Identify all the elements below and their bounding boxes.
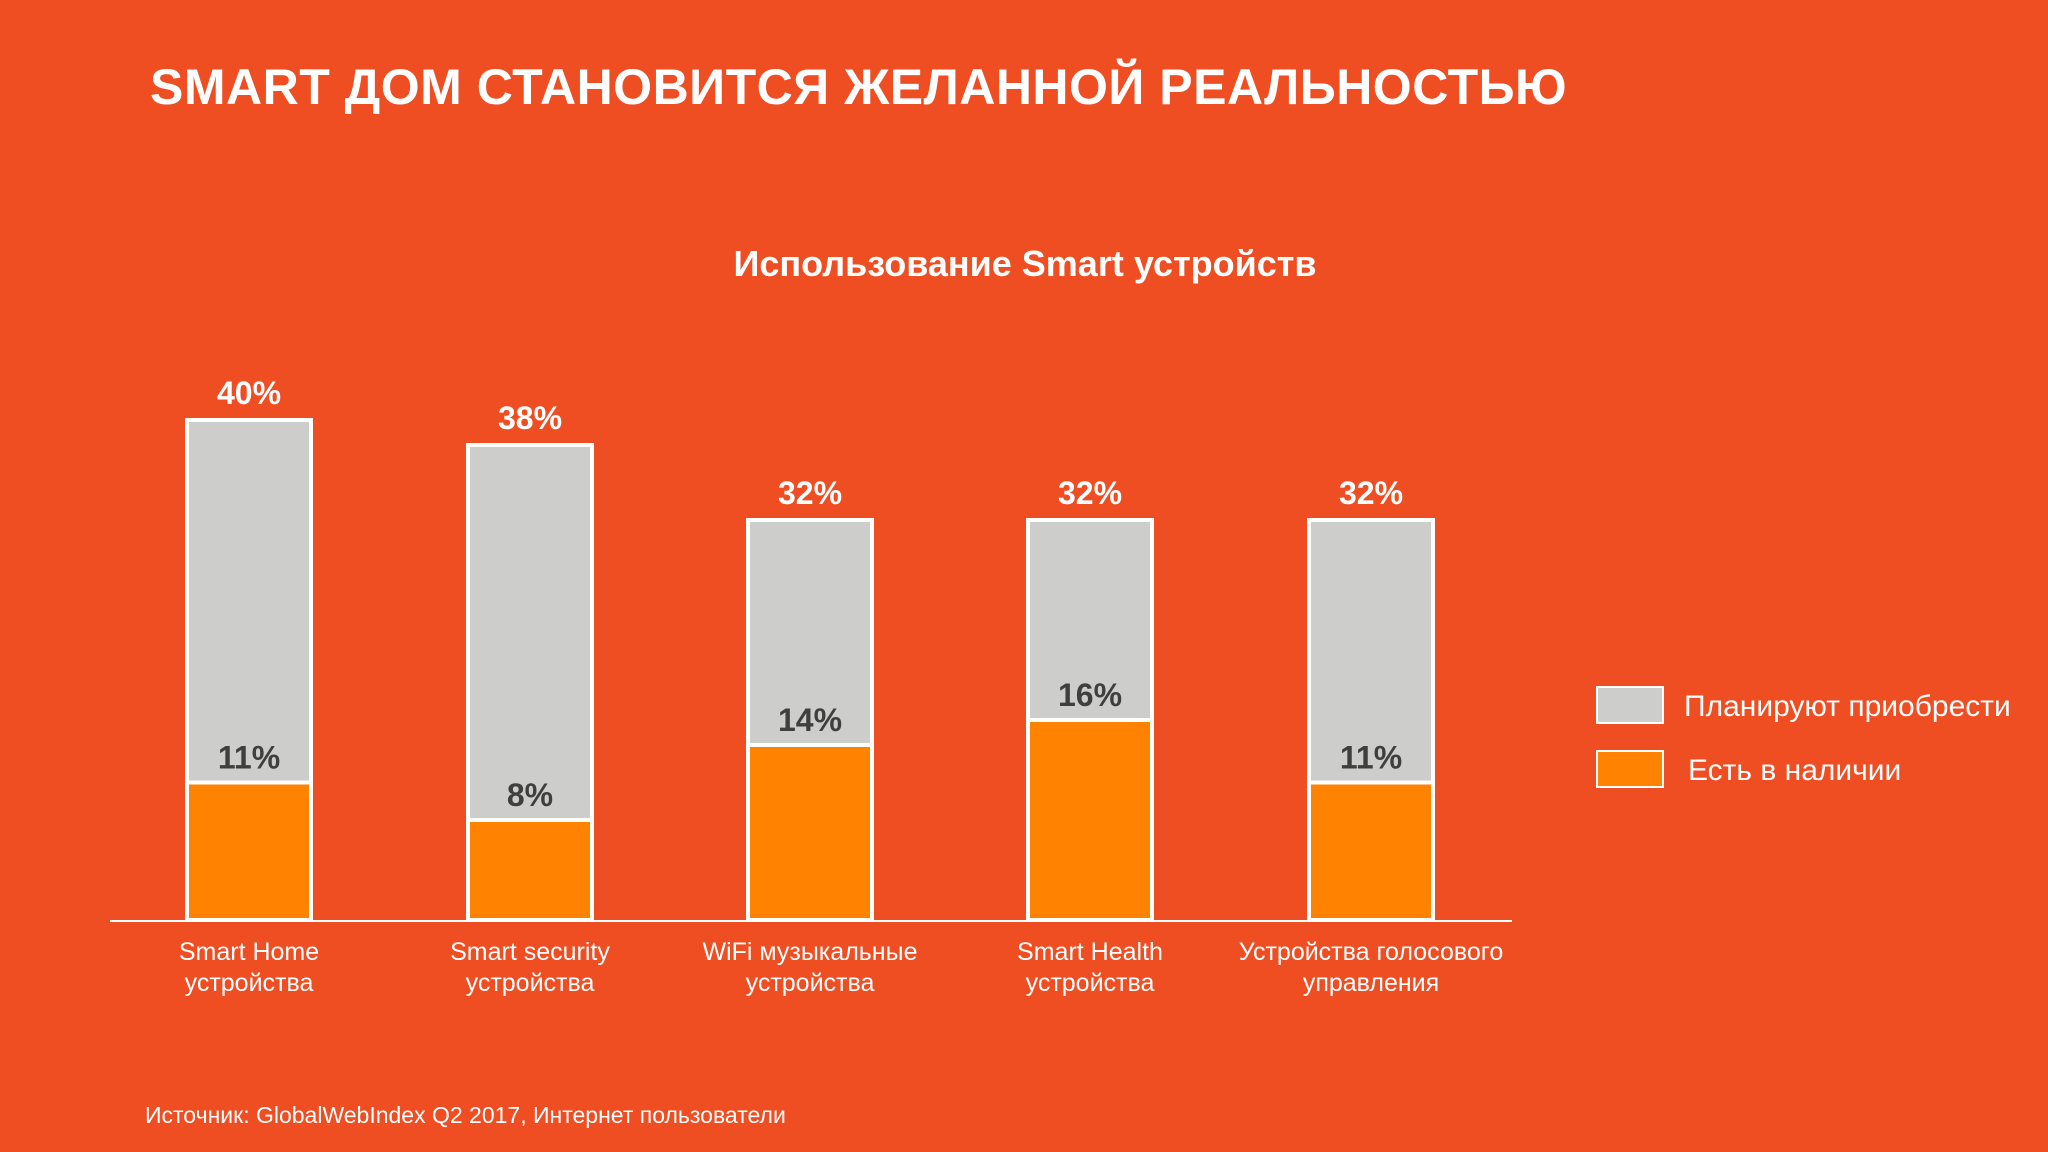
category-label: устройства: [1026, 969, 1155, 997]
category-label: Устройства голосового: [1239, 938, 1504, 966]
total-value-label: 38%: [498, 400, 562, 436]
owned-value-label: 11%: [1340, 740, 1402, 776]
bar-planned: [185, 418, 313, 785]
owned-value-label: 11%: [218, 740, 280, 776]
owned-value-label: 16%: [1058, 677, 1122, 713]
legend-swatch-planned: [1596, 686, 1664, 724]
bar-owned: [185, 780, 313, 922]
category-label: управления: [1303, 969, 1439, 997]
category-label: WiFi музыкальные: [702, 938, 917, 966]
category-label: устройства: [185, 969, 314, 997]
chart-title: Использование Smart устройств: [733, 243, 1316, 284]
bar-planned: [1026, 518, 1154, 722]
category-label: Smart Health: [1017, 938, 1163, 966]
slide-title: SMART ДОМ СТАНОВИТСЯ ЖЕЛАННОЙ РЕАЛЬНОСТЬ…: [150, 59, 1568, 115]
bar-planned: [1307, 518, 1435, 785]
source-note: Источник: GlobalWebIndex Q2 2017, Интерн…: [145, 1102, 786, 1128]
bar-owned: [1307, 780, 1435, 922]
bar-owned: [746, 743, 874, 922]
bar-planned: [466, 443, 594, 822]
owned-value-label: 14%: [778, 702, 842, 738]
bar-owned: [1026, 718, 1154, 922]
category-label: устройства: [746, 969, 875, 997]
legend-swatch-owned: [1596, 750, 1664, 788]
total-value-label: 32%: [778, 475, 842, 511]
total-value-label: 32%: [1058, 475, 1122, 511]
total-value-label: 32%: [1339, 475, 1403, 511]
category-label: устройства: [466, 969, 595, 997]
category-label: Smart security: [450, 938, 610, 966]
legend-label-planned: Планируют приобрести: [1684, 690, 2011, 723]
category-label: Smart Home: [179, 938, 319, 966]
bar-owned: [466, 818, 594, 922]
legend-label-owned: Есть в наличии: [1688, 754, 1901, 787]
total-value-label: 40%: [217, 375, 281, 411]
bar-planned: [746, 518, 874, 747]
owned-value-label: 8%: [507, 777, 553, 813]
